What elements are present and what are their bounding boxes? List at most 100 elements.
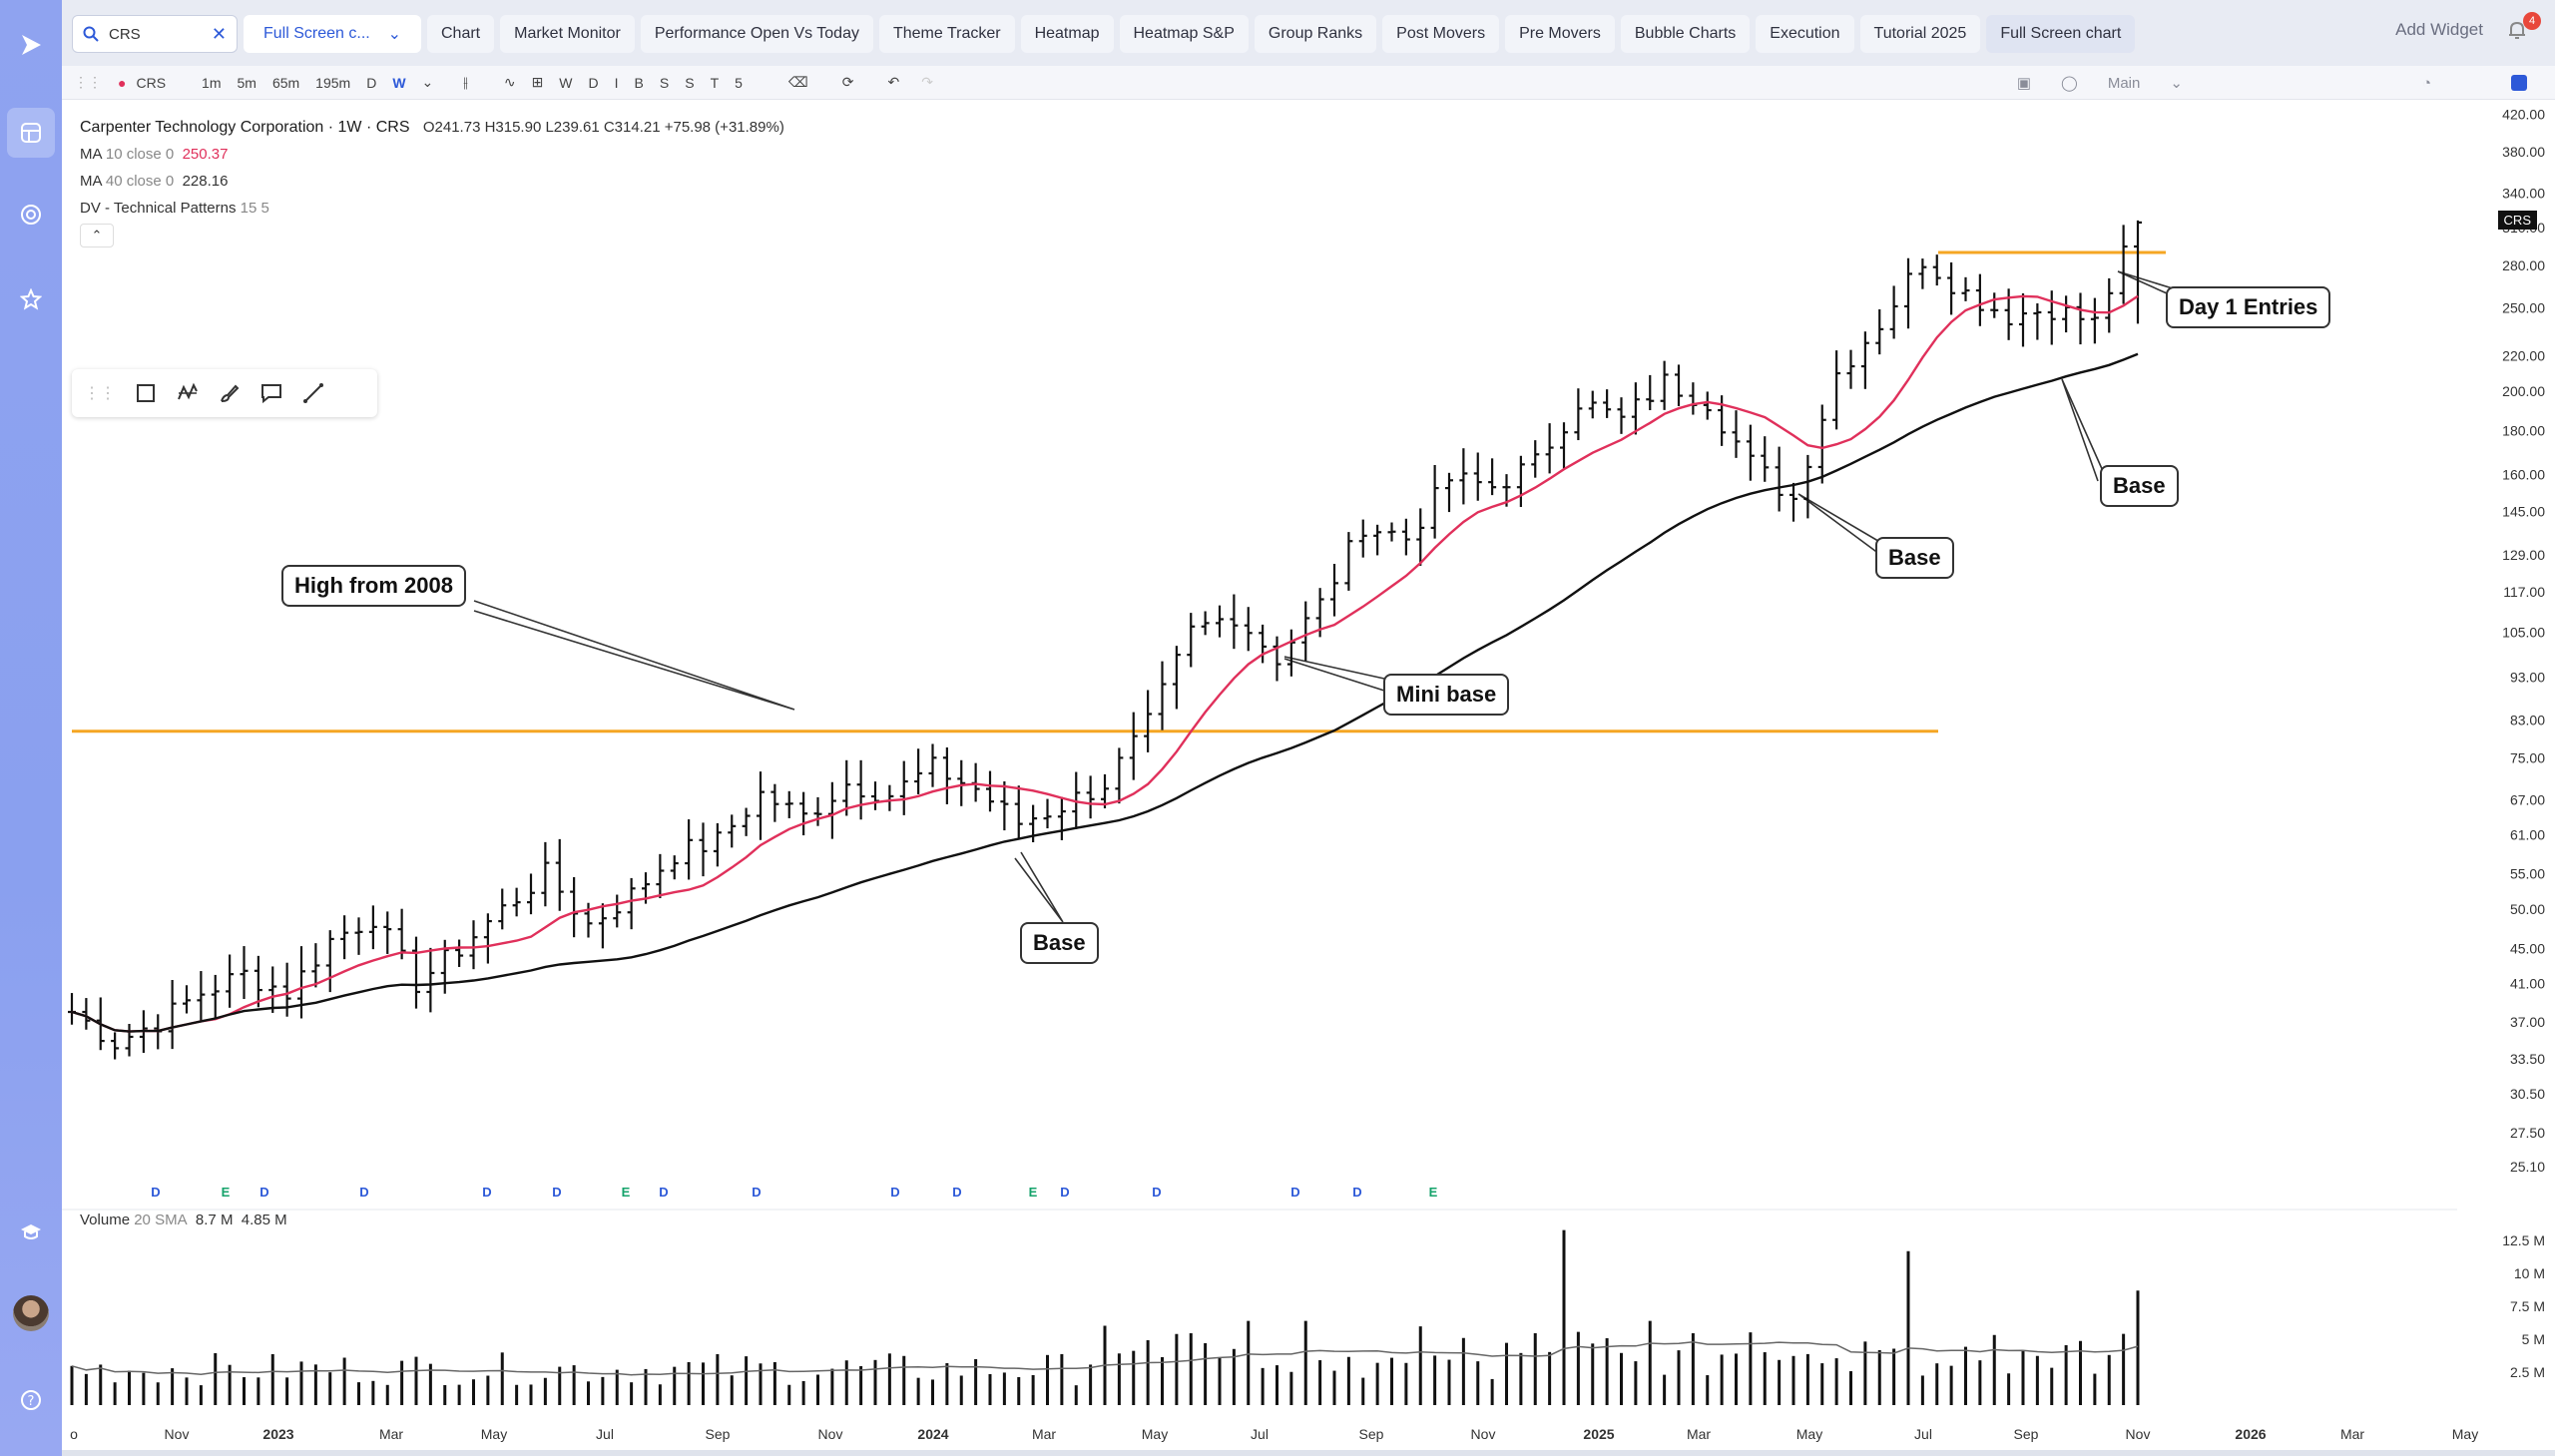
callout-high-from-2008[interactable]: High from 2008: [281, 565, 466, 607]
trendline-tool-icon[interactable]: [301, 381, 325, 405]
legend-ma40-row[interactable]: MA 40 close 0 228.16: [80, 168, 784, 195]
period-s1[interactable]: S: [659, 74, 670, 91]
cloud-icon[interactable]: ◯: [2061, 75, 2078, 92]
time-tick-label: Jul: [596, 1426, 614, 1442]
price-tick-label: 45.00: [2510, 941, 2545, 957]
price-bar: [770, 783, 779, 822]
collapse-legend-button[interactable]: ⌃: [80, 224, 114, 247]
callout-day-1-entries[interactable]: Day 1 Entries: [2166, 286, 2331, 328]
tab-heatmap-sp[interactable]: Heatmap S&P: [1119, 15, 1249, 53]
period-t[interactable]: T: [710, 74, 720, 91]
callout-base-2[interactable]: Base: [1875, 537, 1954, 579]
period-5[interactable]: 5: [735, 74, 743, 91]
tab-tutorial-2025[interactable]: Tutorial 2025: [1859, 15, 1981, 53]
price-bar: [340, 915, 349, 960]
callout-pointer-high2008: [473, 600, 795, 711]
tab-market-monitor[interactable]: Market Monitor: [500, 15, 635, 53]
legend-dv-row[interactable]: DV - Technical Patterns 15 5: [80, 195, 784, 222]
callout-base-3[interactable]: Base: [2100, 465, 2179, 507]
search-value: CRS: [109, 25, 141, 43]
event-marker: E: [1029, 1185, 1038, 1200]
bell-icon[interactable]: [2505, 18, 2529, 42]
main-layout-label[interactable]: Main: [2107, 74, 2141, 92]
interval-chevron-icon[interactable]: ⌄: [421, 74, 434, 90]
price-bar: [570, 876, 579, 938]
comment-tool-icon[interactable]: [259, 381, 283, 405]
eraser-icon[interactable]: ⌫: [787, 74, 808, 90]
help-icon[interactable]: ?: [0, 1375, 62, 1425]
pattern-tool-icon[interactable]: [176, 381, 200, 405]
templates-icon[interactable]: ⊞: [531, 74, 544, 90]
period-w[interactable]: W: [559, 74, 573, 91]
brush-tool-icon[interactable]: [218, 381, 242, 405]
education-icon[interactable]: [0, 1208, 62, 1257]
price-bar: [1803, 454, 1812, 519]
interval-195m[interactable]: 195m: [315, 74, 351, 91]
period-d[interactable]: D: [588, 74, 599, 91]
charts-nav-icon[interactable]: [7, 108, 55, 158]
event-marker: D: [259, 1185, 268, 1200]
tab-post-movers[interactable]: Post Movers: [1382, 15, 1500, 53]
logo-play-icon[interactable]: [0, 20, 62, 70]
price-bar: [1358, 519, 1367, 558]
main-chevron-icon[interactable]: ⌄: [2170, 75, 2183, 92]
interval-5m[interactable]: 5m: [237, 74, 256, 91]
tab-bubble-charts[interactable]: Bubble Charts: [1620, 15, 1751, 53]
clear-search-icon[interactable]: ✕: [211, 23, 227, 44]
toolbar-symbol[interactable]: CRS: [136, 74, 167, 91]
rectangle-tool-icon[interactable]: [134, 381, 158, 405]
price-bar: [397, 908, 406, 960]
callout-base-1[interactable]: Base: [1020, 922, 1099, 964]
tab-pre-movers[interactable]: Pre Movers: [1505, 15, 1615, 53]
price-bar: [226, 954, 235, 1008]
favorites-star-icon[interactable]: [0, 274, 62, 324]
layout-select[interactable]: Full Screen c... ⌄: [244, 15, 421, 53]
callout-mini-base[interactable]: Mini base: [1383, 674, 1510, 716]
price-bar: [325, 930, 334, 993]
tab-performance[interactable]: Performance Open Vs Today: [640, 15, 873, 53]
user-avatar[interactable]: [13, 1295, 49, 1331]
interval-1m[interactable]: 1m: [202, 74, 222, 91]
price-bar: [311, 943, 320, 988]
period-s2[interactable]: S: [685, 74, 695, 91]
price-tick-label: 220.00: [2502, 347, 2545, 363]
time-tick-label: Nov: [1471, 1426, 1496, 1442]
period-b[interactable]: B: [634, 74, 644, 91]
time-tick-label: Sep: [1359, 1426, 1384, 1442]
undo-icon[interactable]: ↶: [887, 74, 900, 90]
price-tick-label: 41.00: [2510, 975, 2545, 991]
legend-ma10-row[interactable]: MA 10 close 0 250.37: [80, 141, 784, 168]
color-swatch-icon[interactable]: [2511, 75, 2527, 91]
legend-title-row: Carpenter Technology Corporation · 1W · …: [80, 114, 784, 141]
refresh-icon[interactable]: ⟳: [841, 74, 854, 90]
interval-65m[interactable]: 65m: [271, 74, 300, 91]
symbol-logo-icon: ●: [118, 74, 127, 91]
tab-full-screen-chart[interactable]: Full Screen chart: [1986, 15, 2136, 53]
period-i[interactable]: I: [614, 74, 619, 91]
indicators-icon[interactable]: ⫲: [463, 74, 468, 90]
price-bar: [125, 1023, 134, 1057]
add-widget-button[interactable]: Add Widget: [2395, 20, 2483, 39]
compare-icon[interactable]: ∿: [503, 74, 516, 90]
tab-heatmap[interactable]: Heatmap: [1020, 15, 1114, 53]
redo-icon[interactable]: ↷: [921, 74, 933, 90]
tab-theme-tracker[interactable]: Theme Tracker: [878, 15, 1015, 53]
price-bar: [368, 905, 377, 950]
tab-chart[interactable]: Chart: [427, 15, 495, 53]
tab-group-ranks[interactable]: Group Ranks: [1254, 15, 1377, 53]
price-bar: [297, 946, 305, 1019]
drag-handle-icon[interactable]: ⋮⋮: [74, 74, 102, 90]
volume-tick-label: 12.5 M: [2502, 1232, 2545, 1248]
interval-d[interactable]: D: [366, 74, 377, 91]
interval-w[interactable]: W: [392, 74, 406, 91]
alert-icon[interactable]: ◔: [2421, 74, 2431, 92]
tab-execution[interactable]: Execution: [1756, 15, 1854, 53]
layout-grid-icon[interactable]: ▣: [2016, 75, 2032, 92]
symbol-search-input[interactable]: CRS ✕: [72, 15, 238, 53]
price-bar: [1975, 273, 1984, 326]
drawbar-drag-handle-icon[interactable]: ⋮⋮: [84, 385, 116, 402]
radar-nav-icon[interactable]: [0, 190, 62, 240]
